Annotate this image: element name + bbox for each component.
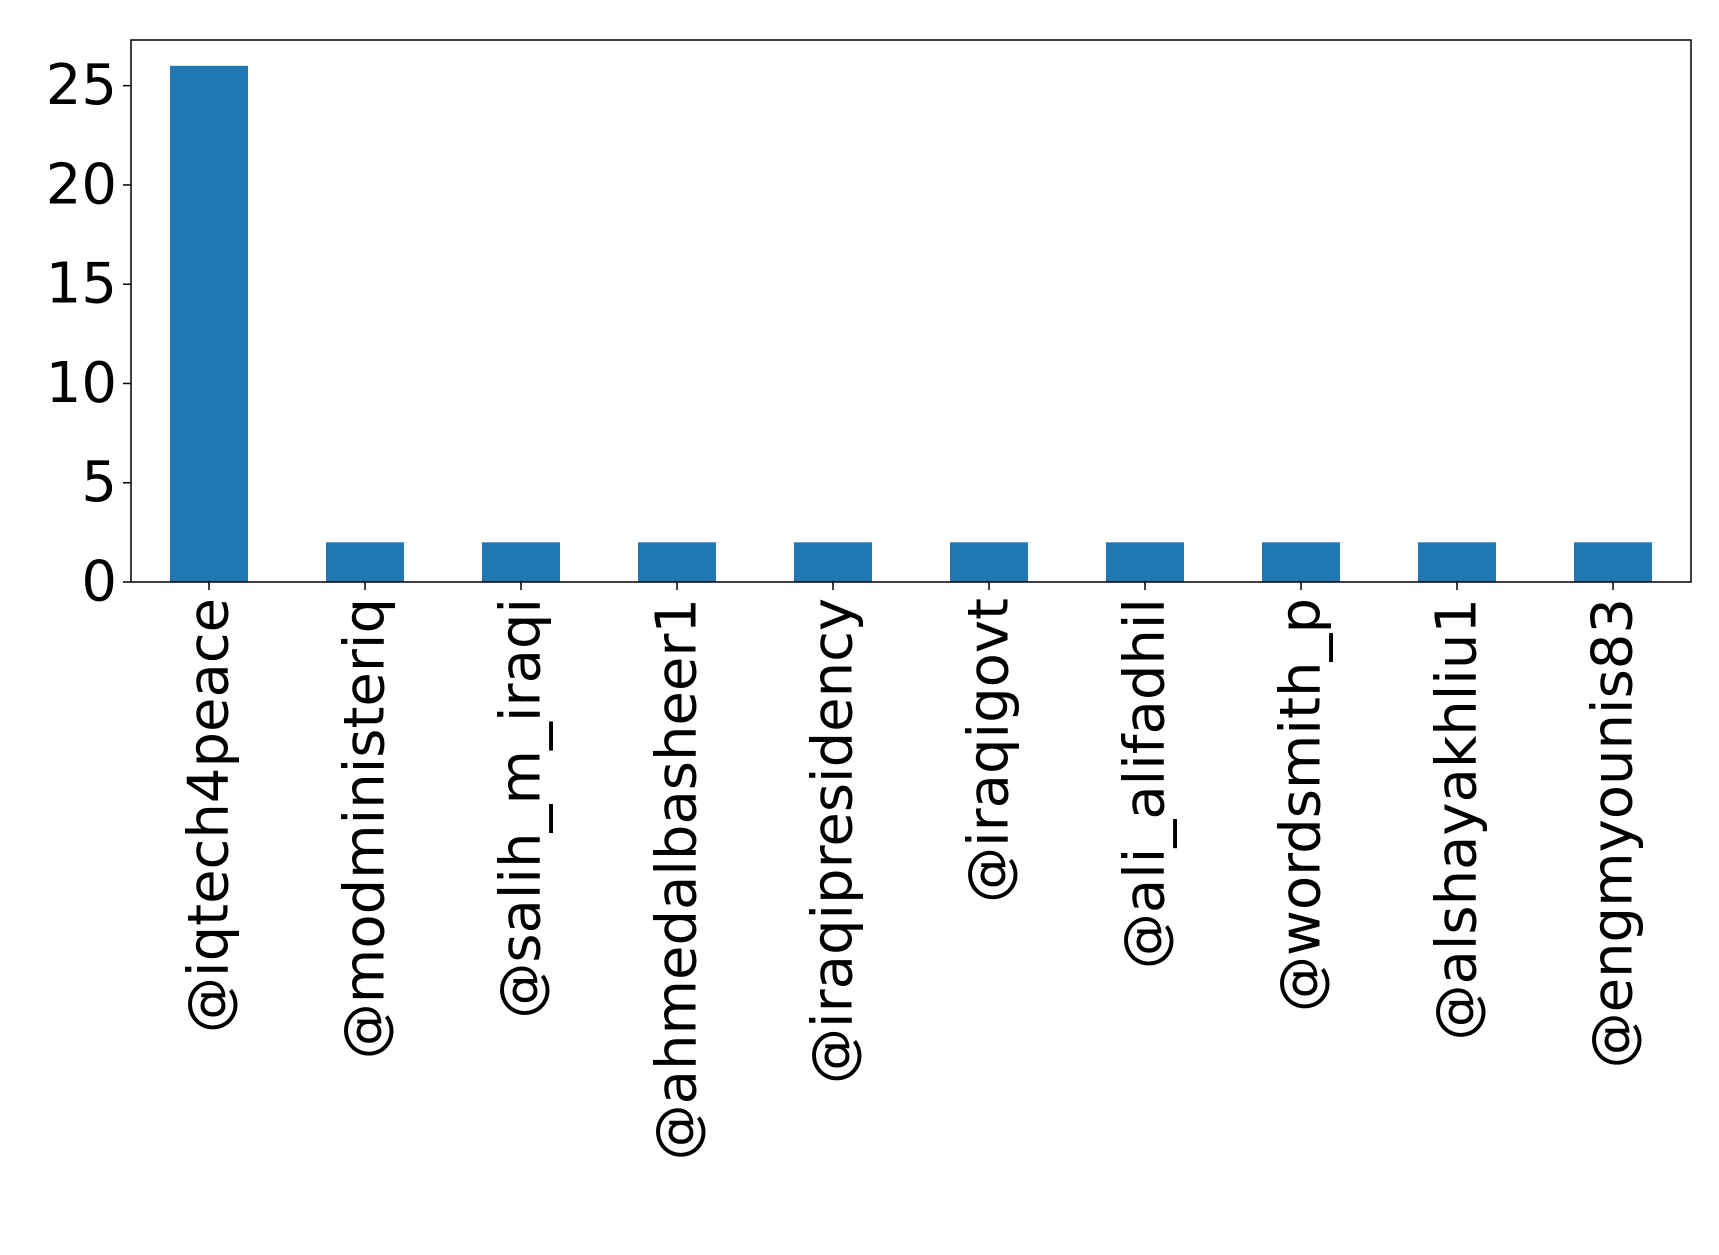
bar (482, 542, 560, 582)
bar (1106, 542, 1184, 582)
bar (1574, 542, 1652, 582)
x-tick-label: @ahmedalbasheer1 (645, 598, 710, 1160)
x-tick-label: @iqtech4peace (177, 598, 242, 1033)
plot-frame (130, 39, 1692, 583)
x-tick-label: @iraqigovt (957, 598, 1022, 903)
x-tick-label: @wordsmith_p (1269, 598, 1334, 1012)
y-tick-label: 25 (46, 53, 117, 118)
bar (170, 65, 248, 583)
y-tick-label: 20 (46, 152, 117, 217)
y-tick-label: 10 (46, 351, 117, 416)
x-tick-label: @salih_m_iraqi (489, 598, 554, 1019)
x-tick-label: @modministeriq (333, 598, 398, 1059)
bar (326, 542, 404, 582)
y-tick-label: 5 (81, 450, 117, 515)
y-axis: 0 5 10 15 20 25 (46, 53, 131, 615)
x-tick-label: @engmyounis83 (1581, 598, 1646, 1068)
bar (950, 542, 1028, 582)
bar (794, 542, 872, 582)
bar (638, 542, 716, 582)
x-tick-label: @iraqipresidency (801, 598, 866, 1084)
x-tick-label: @ali_alifadhil (1113, 598, 1178, 969)
bar (1418, 542, 1496, 582)
y-tick-label: 15 (46, 252, 117, 317)
bar (1262, 542, 1340, 582)
bars-group (170, 65, 1652, 583)
x-tick-label: @alshayakhliu1 (1425, 598, 1490, 1040)
y-tick-label: 0 (81, 550, 117, 615)
x-axis: @iqtech4peace @modministeriq @salih_m_iraq… (177, 582, 1646, 1160)
